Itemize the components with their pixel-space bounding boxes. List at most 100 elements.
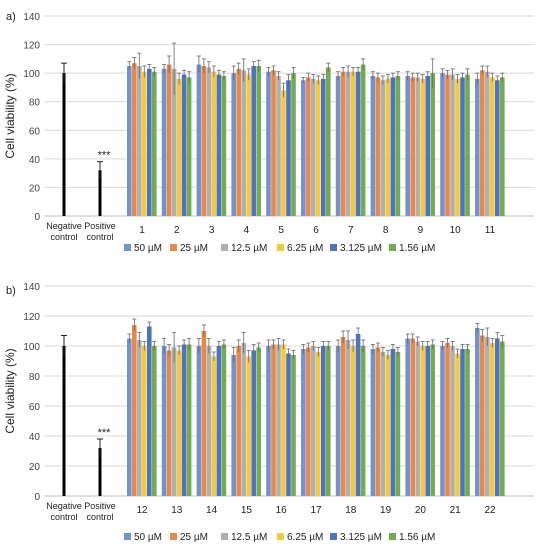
bar (246, 74, 251, 216)
bar (425, 346, 430, 496)
bar (475, 328, 480, 496)
x-tick-label: Positive (84, 221, 116, 231)
bar (241, 70, 246, 217)
bar (281, 90, 286, 216)
legend-swatch (277, 244, 284, 251)
control-bar (98, 170, 102, 216)
bar (201, 66, 207, 216)
bar (375, 77, 381, 216)
bar (231, 73, 236, 217)
y-tick-label: 20 (29, 183, 41, 194)
x-tick-label: 14 (206, 505, 218, 516)
bar (450, 74, 455, 216)
bar (152, 71, 157, 216)
y-tick-label: 60 (29, 402, 41, 413)
legend-label: 50 µM (134, 532, 162, 543)
bar (500, 77, 505, 216)
x-tick-label: control (86, 232, 113, 242)
bar (211, 71, 217, 216)
legend-swatch (221, 533, 228, 540)
bar (301, 349, 306, 496)
bar (142, 71, 147, 216)
bar (256, 347, 261, 496)
bar (350, 346, 356, 496)
bar (221, 76, 227, 216)
bar (445, 343, 450, 496)
legend-label: 1.56 µM (399, 243, 435, 254)
bar (246, 356, 251, 496)
bar (485, 337, 490, 496)
bar (355, 71, 361, 216)
bar (221, 344, 227, 496)
x-tick-label: Negative (46, 221, 82, 231)
bar (425, 76, 430, 216)
bar (231, 355, 236, 496)
x-tick-label: 4 (244, 225, 250, 236)
bar (306, 77, 311, 216)
x-tick-label: Negative (46, 501, 82, 511)
legend-swatch (330, 244, 337, 251)
legend-label: 50 µM (134, 243, 162, 254)
x-tick-label: control (50, 232, 77, 242)
y-tick-label: 20 (29, 462, 41, 473)
bar (410, 77, 415, 216)
y-tick-label: 80 (29, 372, 41, 383)
bar (276, 344, 281, 496)
bar (291, 73, 296, 217)
bar (236, 68, 241, 216)
x-tick-label: 3 (209, 225, 215, 236)
y-tick-label: 140 (23, 282, 40, 293)
bar (475, 78, 480, 216)
bar (142, 346, 147, 496)
legend-label: 25 µM (180, 532, 208, 543)
bar (311, 346, 316, 496)
bar (335, 76, 341, 216)
y-tick-label: 0 (34, 492, 40, 503)
bar (326, 67, 331, 216)
significance-annotation: *** (98, 427, 112, 439)
y-tick-label: 60 (29, 126, 41, 137)
bar (196, 346, 202, 496)
x-tick-label: 2 (174, 225, 180, 236)
bar (455, 78, 460, 216)
bar (291, 355, 296, 496)
bar (390, 349, 396, 496)
x-tick-label: 19 (380, 505, 392, 516)
bar (405, 338, 410, 496)
bar (311, 78, 316, 216)
bar (395, 76, 401, 216)
legend-label: 3.125 µM (340, 532, 382, 543)
x-tick-label: 21 (450, 505, 462, 516)
control-bar (62, 73, 66, 217)
bar (480, 335, 485, 496)
x-tick-label: 1 (139, 225, 145, 236)
bar (186, 77, 192, 216)
bar (450, 346, 455, 496)
bar (316, 80, 321, 217)
legend-label: 3.125 µM (340, 243, 382, 254)
y-tick-label: 0 (34, 212, 40, 223)
bar (161, 346, 167, 496)
bar (460, 77, 465, 216)
bar (166, 64, 172, 216)
bar (316, 352, 321, 496)
bar (281, 344, 286, 496)
x-tick-label: control (50, 512, 77, 522)
bar (430, 73, 435, 217)
x-tick-label: 9 (418, 225, 424, 236)
bar (286, 80, 291, 217)
bar (345, 71, 351, 216)
bar (445, 74, 450, 216)
legend-swatch (330, 533, 337, 540)
bar (455, 353, 460, 496)
bar (340, 337, 346, 496)
bar (465, 74, 470, 216)
bar (440, 73, 445, 217)
x-tick-label: 16 (276, 505, 288, 516)
bar (410, 338, 415, 496)
y-tick-label: 40 (29, 155, 41, 166)
bar (206, 67, 212, 216)
bar (385, 78, 391, 216)
panel-label: b) (6, 285, 16, 297)
control-bar (98, 448, 102, 496)
